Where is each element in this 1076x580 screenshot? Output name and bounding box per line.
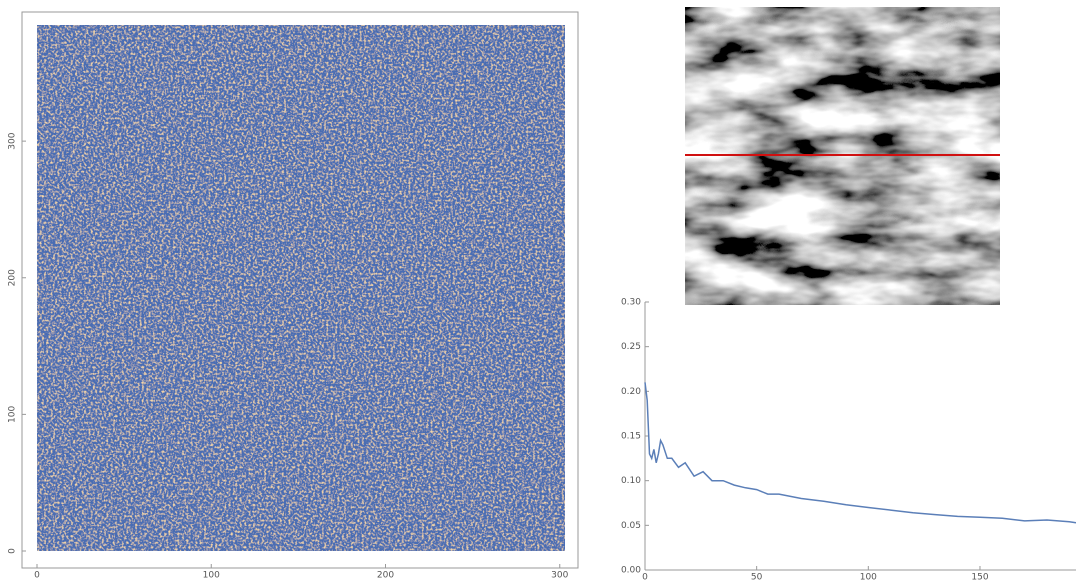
y-tick-label: 0 bbox=[8, 548, 18, 554]
x-tick-label: 300 bbox=[551, 571, 568, 580]
x-tick-label: 50 bbox=[751, 573, 763, 580]
y-tick-label: 0.20 bbox=[621, 387, 641, 397]
x-tick-label: 0 bbox=[642, 573, 648, 580]
density-image bbox=[37, 25, 565, 551]
x-tick-label: 200 bbox=[377, 571, 394, 580]
x-tick-label: 0 bbox=[34, 571, 40, 580]
line-series bbox=[645, 382, 1076, 522]
y-tick-label: 0.30 bbox=[621, 298, 641, 308]
figure: 0 100 200 300 0 100 200 300 0 50 100 150 0.00 0.05 0.1… bbox=[0, 0, 1076, 580]
y-tick-label: 0.25 bbox=[621, 342, 641, 352]
y-tick-label: 200 bbox=[8, 269, 18, 286]
x-tick-label: 150 bbox=[971, 573, 988, 580]
y-tick-label: 0.10 bbox=[621, 476, 641, 486]
x-tick-label: 100 bbox=[860, 573, 877, 580]
y-tick-label: 0.00 bbox=[621, 566, 641, 576]
x-tick-label: 100 bbox=[203, 571, 220, 580]
y-tick-label: 100 bbox=[8, 406, 18, 423]
y-tick-label: 300 bbox=[8, 132, 18, 149]
y-tick-label: 0.05 bbox=[621, 521, 641, 531]
y-tick-label: 0.15 bbox=[621, 432, 641, 442]
